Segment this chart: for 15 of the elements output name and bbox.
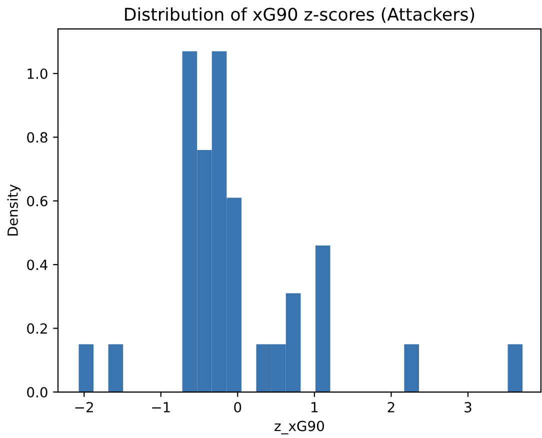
y-tick-label: 0.0 [27, 386, 48, 398]
x-tick-label: −2 [75, 402, 93, 412]
chart-title: Distribution of xG90 z-scores (Attackers) [125, 7, 474, 23]
x-tick-label: −1 [152, 402, 170, 412]
x-axis-title: z_xG90 [274, 420, 324, 434]
y-tick-label: 0.2 [27, 323, 47, 334]
y-tick-label: 1.0 [28, 68, 48, 79]
y-tick-label: 0.8 [27, 132, 48, 143]
y-tick-label: 0.6 [27, 196, 48, 206]
x-tick-label: 2 [388, 402, 394, 412]
y-axis-title: Density [7, 184, 21, 236]
x-tick-label: 1 [312, 402, 318, 412]
x-tick-label: 0 [234, 402, 242, 412]
x-tick-label: 3 [464, 402, 472, 412]
y-tick-label: 0.4 [27, 260, 48, 270]
